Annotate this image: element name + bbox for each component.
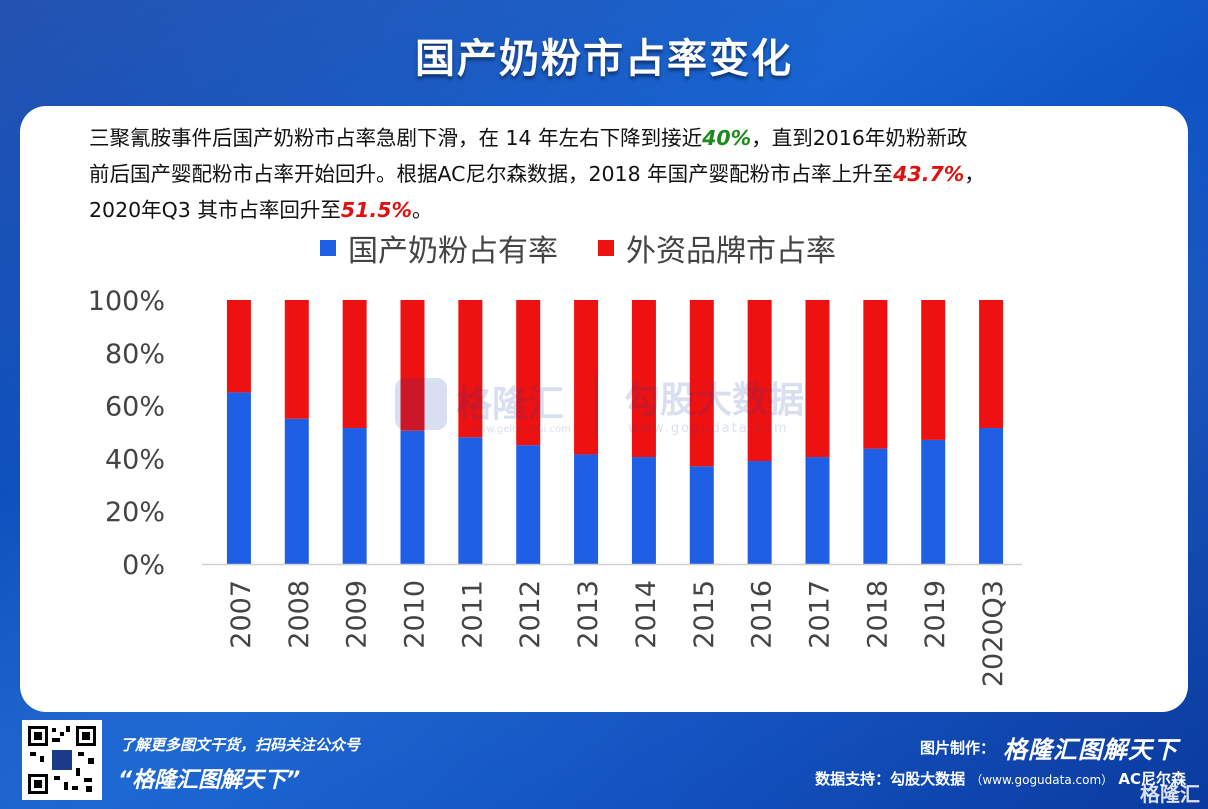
- bar-domestic-2008: [284, 418, 309, 564]
- y-tick-label-100%: 100%: [88, 286, 165, 317]
- x-tick-label-2018: 2018: [862, 580, 893, 649]
- footer-source-label: 数据支持：勾股大数据: [815, 770, 966, 788]
- bar-domestic-2012: [516, 445, 541, 564]
- footer-account-name: “格隆汇图解天下”: [118, 768, 301, 793]
- desc-line3-highlight: 51.5%: [340, 198, 412, 222]
- x-tick-label-2012: 2012: [515, 580, 546, 649]
- footer-source-extra: AC尼尔森: [1118, 770, 1186, 788]
- watermark-brand1: 格隆汇: [456, 384, 564, 425]
- legend-item-foreign: 外资品牌市占率: [598, 226, 836, 270]
- legend-swatch-foreign: [598, 240, 614, 256]
- bar-domestic-2020Q3: [979, 428, 1004, 564]
- bar-foreign-2019: [921, 300, 946, 440]
- bar-foreign-2017: [805, 300, 830, 458]
- x-tick-label-2020Q3: 2020Q3: [978, 580, 1009, 687]
- x-tick-label-2017: 2017: [805, 580, 836, 649]
- x-tick-label-2009: 2009: [342, 580, 373, 649]
- footer-follow-text: 了解更多图文干货，扫码关注公众号: [120, 736, 361, 754]
- x-tick-label-2014: 2014: [631, 580, 662, 649]
- desc-line3-a: 2020年Q3 其市占率回升至: [89, 198, 341, 222]
- y-tick-label-40%: 40%: [105, 444, 165, 475]
- chart-legend: 国产奶粉占有率 外资品牌市占率: [320, 226, 876, 270]
- y-tick-label-20%: 20%: [105, 497, 165, 528]
- x-tick-label-2007: 2007: [226, 580, 257, 649]
- bar-domestic-2019: [921, 439, 946, 564]
- x-tick-label-2015: 2015: [689, 580, 720, 649]
- footer-source-url: （www.gogudata.com）: [970, 773, 1114, 787]
- x-tick-label-2008: 2008: [284, 580, 315, 649]
- stacked-bar-chart: 2007 2008 2009 2010 2011 2012 2013 2014 2015 2016…: [88, 286, 1022, 687]
- bar-foreign-2014: [631, 300, 656, 458]
- desc-line2-a: 前后国产婴配粉市占率开始回升。根据AC尼尔森数据，2018 年国产婴配粉市占率上…: [89, 162, 894, 186]
- desc-line2-highlight: 43.7%: [893, 162, 965, 186]
- desc-line1-a: 三聚氰胺事件后国产奶粉市占率急剧下滑，在 14 年左右下降到接近: [89, 126, 703, 150]
- corner-logo: 格隆汇: [1140, 782, 1200, 806]
- bar-foreign-2015: [689, 300, 714, 467]
- legend-label-domestic: 国产奶粉占有率: [348, 234, 558, 269]
- bar-foreign-2013: [574, 300, 599, 455]
- y-tick-label-0%: 0%: [122, 550, 165, 581]
- bar-foreign-2012: [516, 300, 541, 446]
- bar-foreign-2011: [458, 300, 483, 438]
- footer-credit-label: 图片制作：: [919, 739, 995, 757]
- qr-code-icon: [26, 724, 98, 796]
- desc-line1-b: ，直到2016年奶粉新政: [751, 126, 968, 150]
- watermark-brand2: 勾股大数据: [624, 380, 804, 421]
- bar-domestic-2016: [747, 461, 772, 564]
- bar-domestic-2007: [226, 392, 251, 564]
- bar-domestic-2011: [458, 437, 483, 564]
- x-tick-label-2010: 2010: [400, 580, 431, 649]
- desc-line1-highlight: 40%: [702, 126, 752, 150]
- bar-foreign-2007: [226, 300, 251, 393]
- watermark-logo-icon: [395, 378, 447, 430]
- qr-code[interactable]: [22, 720, 102, 800]
- desc-line2-b: ，: [964, 162, 985, 186]
- legend-label-foreign: 外资品牌市占率: [626, 234, 836, 269]
- bar-foreign-2009: [342, 300, 367, 429]
- watermark-url1: www.gelonghui.com: [470, 424, 571, 435]
- page-title: 国产奶粉市占率变化: [415, 36, 793, 82]
- x-tick-label-2019: 2019: [920, 580, 951, 649]
- y-tick-label-60%: 60%: [105, 392, 165, 423]
- legend-swatch-domestic: [320, 240, 336, 256]
- x-tick-label-2011: 2011: [457, 580, 488, 649]
- bar-domestic-2013: [574, 454, 599, 564]
- bar-domestic-2015: [689, 466, 714, 564]
- footer-source: 数据支持：勾股大数据 （www.gogudata.com） AC尼尔森: [815, 768, 1186, 789]
- bar-foreign-2018: [863, 300, 888, 449]
- content-card: 三聚氰胺事件后国产奶粉市占率急剧下滑，在 14 年左右下降到接近40%，直到20…: [20, 106, 1188, 712]
- legend-item-domestic: 国产奶粉占有率: [320, 226, 558, 270]
- bar-foreign-2008: [284, 300, 309, 419]
- bar-domestic-2009: [342, 428, 367, 564]
- watermark-url2: www.gogudata.com: [628, 421, 789, 436]
- y-tick-label-80%: 80%: [105, 339, 165, 370]
- bar-domestic-2018: [863, 448, 888, 564]
- bar-domestic-2017: [805, 457, 830, 564]
- description-text: 三聚氰胺事件后国产奶粉市占率急剧下滑，在 14 年左右下降到接近40%，直到20…: [89, 120, 1149, 228]
- footer-credit: 图片制作： 格隆汇图解天下: [920, 730, 1178, 765]
- bar-domestic-2014: [631, 457, 656, 564]
- bar-foreign-2010: [400, 300, 425, 431]
- bar-domestic-2010: [400, 430, 425, 564]
- footer-credit-brand: 格隆汇图解天下: [1003, 736, 1178, 764]
- bar-foreign-2016: [747, 300, 772, 462]
- bar-foreign-2020Q3: [979, 300, 1004, 429]
- desc-line3-b: 。: [412, 198, 433, 222]
- x-tick-label-2016: 2016: [747, 580, 778, 649]
- x-tick-label-2013: 2013: [573, 580, 604, 649]
